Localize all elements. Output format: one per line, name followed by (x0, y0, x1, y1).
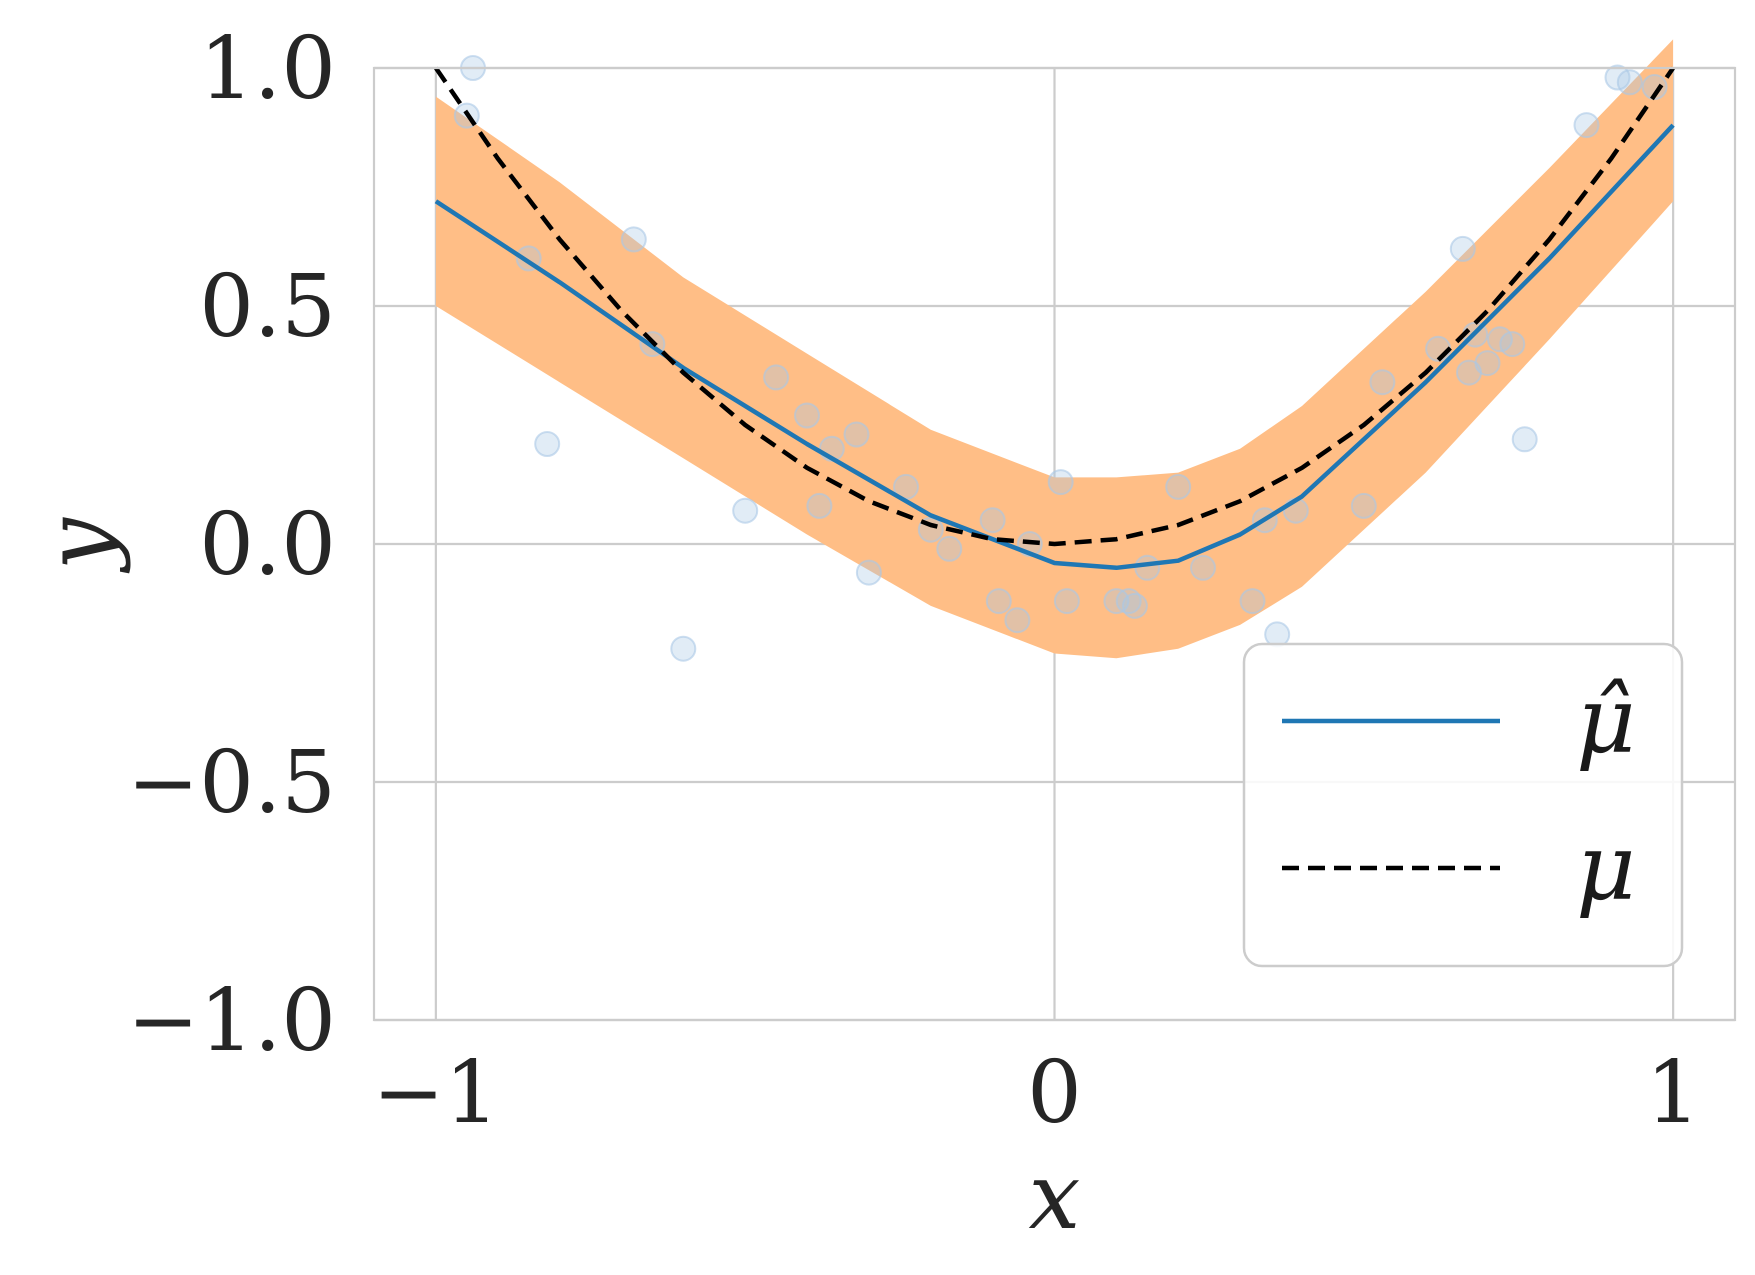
y-axis-label: y (25, 517, 132, 574)
scatter-point-41 (1499, 331, 1526, 358)
scatter-point-12 (855, 559, 882, 586)
legend-box (1242, 642, 1684, 968)
scatter-point-29 (1239, 588, 1266, 615)
scatter-point-43 (1573, 112, 1600, 139)
series-line-mu (434, 66, 1675, 547)
legend-label-mu-hat: μ̂ (1576, 667, 1636, 774)
scatter-point-18 (985, 588, 1012, 615)
x-axis-label: x (1029, 1143, 1081, 1250)
scatter-point-42 (1511, 426, 1538, 453)
series-line-mu-hat (434, 123, 1675, 571)
uncertainty-band (435, 39, 1674, 659)
scatter-point-3 (620, 226, 647, 253)
x-tick-label-1: 0 (1027, 1043, 1082, 1143)
scatter-point-26 (1134, 554, 1161, 581)
scatter-point-28 (1190, 554, 1216, 581)
y-tick-label-0: −1.0 (127, 971, 336, 1071)
y-tick-label-2: 0.0 (199, 495, 336, 595)
plot-frame (372, 66, 1737, 1022)
scatter-point-6 (670, 635, 697, 662)
scatter-point-16 (936, 535, 963, 562)
scatter-point-13 (843, 421, 870, 448)
legend: μ̂ μ (1242, 642, 1684, 968)
scatter-point-45 (1616, 69, 1643, 96)
scatter-point-22 (1053, 588, 1080, 615)
confidence-band (435, 39, 1674, 659)
axes-frame (372, 66, 1737, 1022)
scatter-point-36 (1449, 235, 1476, 262)
scatter-point-39 (1474, 350, 1501, 377)
legend-label-mu: μ (1576, 814, 1636, 921)
y-tick-label-3: 0.5 (199, 257, 336, 357)
scatter-point-27 (1165, 473, 1192, 500)
scatter-point-8 (732, 497, 759, 524)
scatter-point-10 (806, 492, 833, 519)
scatter-point-17 (979, 507, 1006, 534)
tick-labels: −1 0 1 −1.0 −0.5 0.0 0.5 1.0 (127, 19, 1700, 1143)
scatter-point-34 (1369, 369, 1396, 396)
x-tick-label-2: 1 (1646, 1043, 1701, 1143)
scatter-point-9 (794, 402, 820, 429)
x-tick-label-0: −1 (372, 1043, 499, 1143)
scatter-point-21 (1047, 469, 1074, 496)
series-lines (434, 66, 1675, 571)
y-tick-label-4: 1.0 (199, 19, 336, 119)
scatter-point-25 (1121, 592, 1148, 619)
scatter-point-4 (534, 431, 561, 457)
scatter-point-33 (1350, 492, 1377, 519)
scatter-point-7 (763, 364, 790, 391)
scatter-point-19 (1004, 607, 1031, 634)
y-tick-label-1: −0.5 (127, 733, 336, 833)
